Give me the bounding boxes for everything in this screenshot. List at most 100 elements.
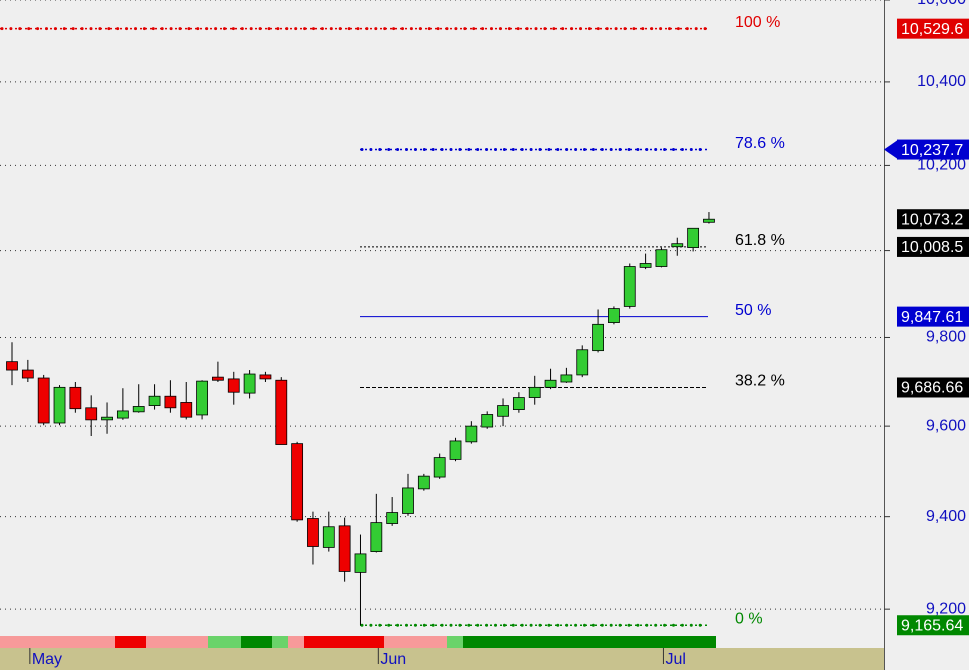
fib-dot [694, 27, 698, 31]
fib-dot [520, 623, 524, 627]
fib-dot [516, 27, 520, 31]
fib-dot [636, 623, 640, 627]
candle-body [354, 553, 367, 573]
fib-dot [445, 27, 449, 31]
fib-dot [579, 27, 582, 31]
fib-dot [587, 27, 591, 31]
fib-dot [134, 27, 137, 31]
fib-dot [320, 27, 324, 31]
fib-dot [511, 623, 515, 627]
fib-dot [458, 148, 462, 152]
fib-dot [267, 27, 271, 31]
price-badge [897, 377, 969, 398]
candle-body [291, 443, 304, 521]
fib-dot [556, 623, 560, 627]
fib-dot [680, 623, 684, 627]
candle-body [243, 373, 256, 394]
fib-dot [689, 623, 693, 627]
date-axis [0, 648, 884, 670]
fib-dot [703, 27, 707, 31]
candle-body [132, 406, 145, 413]
fib-dot [374, 27, 378, 31]
fib-dot [116, 27, 120, 31]
price-badge [897, 139, 969, 160]
fib-dot [627, 623, 631, 627]
fib-dot [663, 623, 667, 627]
fib-dot [600, 148, 604, 152]
candle-body [560, 374, 573, 383]
fib-label: 78.6 % [735, 135, 785, 152]
fib-dot [467, 148, 471, 152]
candle-body [69, 386, 82, 410]
fib-dot [627, 148, 631, 152]
price-badge [897, 615, 969, 636]
fib-dot [454, 27, 458, 31]
fib-dot [458, 623, 462, 627]
fib-dot [360, 148, 364, 152]
candle-body [322, 526, 335, 548]
fib-dot [570, 27, 574, 31]
candle-body [37, 377, 50, 424]
fib-dot [534, 27, 538, 31]
x-tick-label: May [32, 651, 62, 668]
fib-dot [609, 148, 613, 152]
fib-dot [9, 27, 13, 31]
fib-dot [609, 623, 613, 627]
fib-label: 50 % [735, 302, 771, 319]
candle-body [275, 379, 288, 445]
candle-body [6, 361, 18, 371]
fib-dot [142, 27, 146, 31]
fib-dot [552, 27, 556, 31]
candle-body [196, 380, 208, 416]
fib-dot [556, 148, 560, 152]
fib-dot [561, 27, 565, 31]
fib-dot [485, 623, 489, 627]
fib-dot [387, 623, 391, 627]
candle-body [497, 405, 509, 417]
candle-body [338, 525, 351, 572]
fib-dot [672, 623, 675, 627]
fib-dot [369, 148, 373, 152]
fib-dot [485, 148, 489, 152]
strip-seg [447, 636, 463, 648]
candle-body [623, 266, 636, 307]
strip-seg [0, 636, 115, 648]
fib-dot [618, 623, 622, 627]
fib-dot [62, 27, 66, 31]
fib-dot [494, 148, 497, 152]
fib-dot [440, 148, 444, 152]
y-tick-label: 10,400 [917, 73, 966, 90]
fib-dot [169, 27, 173, 31]
candle-body [164, 395, 177, 409]
x-tick-label: Jul [665, 651, 685, 668]
fib-dot [525, 27, 529, 31]
fib-dot [223, 27, 226, 31]
fib-dot [507, 27, 511, 31]
fib-dot [574, 148, 578, 152]
fib-dot [663, 148, 667, 152]
fib-dot [685, 27, 689, 31]
fib-dot [178, 27, 182, 31]
fib-dot [449, 148, 453, 152]
fib-dot [502, 148, 506, 152]
fib-dot [463, 27, 467, 31]
fib-dot [338, 27, 342, 31]
candle-body [481, 414, 494, 428]
fib-dot [565, 623, 569, 627]
fib-dot [0, 27, 4, 31]
badge-arrow [884, 140, 897, 159]
fib-dot [490, 27, 493, 31]
fib-dot [258, 27, 262, 31]
candle-body [528, 386, 541, 398]
fib-dot [276, 27, 280, 31]
fib-dot [543, 27, 547, 31]
fib-dot [422, 148, 426, 152]
candle-body [307, 518, 319, 547]
fib-dot [413, 148, 417, 152]
fib-dot [467, 623, 471, 627]
fib-dot [187, 27, 191, 31]
fib-dot [360, 623, 364, 627]
candle-body [21, 369, 34, 379]
strip-seg [272, 636, 288, 648]
